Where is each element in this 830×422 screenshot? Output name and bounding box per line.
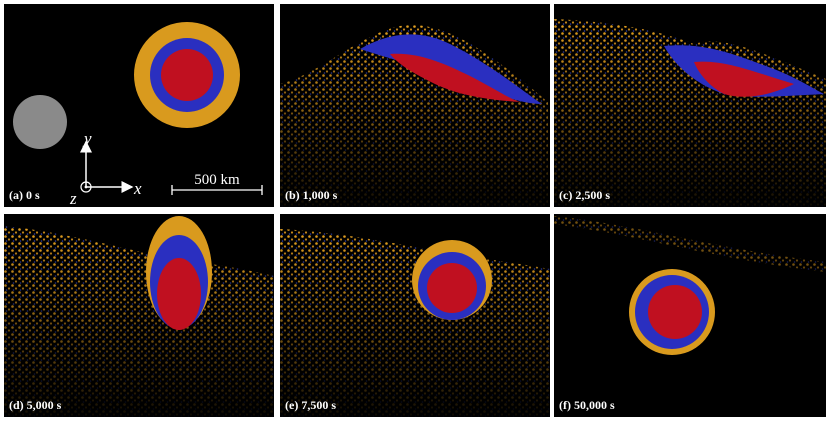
impactor <box>13 95 67 149</box>
panel-d: (d) 5,000 s <box>4 214 274 417</box>
panel-a: y x z 500 km (a) 0 s <box>4 4 274 208</box>
panel-c: (c) 2,500 s <box>554 4 826 207</box>
panel-label: (b) 1,000 s <box>285 188 338 202</box>
panel-b: (b) 1,000 s <box>280 4 550 208</box>
scale-bar-label: 500 km <box>194 172 240 188</box>
panel-label: (d) 5,000 s <box>9 398 62 412</box>
panel-label: (e) 7,500 s <box>285 398 336 412</box>
axis-x: x <box>133 179 142 198</box>
axis-y: y <box>82 129 92 148</box>
panel-label: (a) 0 s <box>9 188 40 202</box>
axis-z: z <box>69 189 77 208</box>
panel-label: (f) 50,000 s <box>559 398 615 412</box>
panel-e: (e) 7,500 s <box>280 214 550 417</box>
panel-f: (f) 50,000 s <box>554 214 826 417</box>
panel-label: (c) 2,500 s <box>559 188 610 202</box>
